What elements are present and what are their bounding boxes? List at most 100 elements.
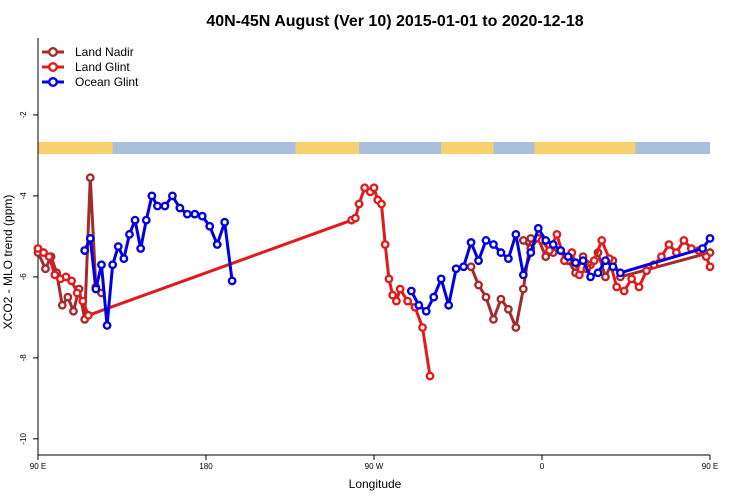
data-point (212, 240, 222, 249)
data-point (451, 264, 461, 274)
data-point (350, 213, 360, 223)
land-band-segment (441, 142, 494, 154)
data-point (57, 300, 67, 310)
data-point (63, 292, 73, 302)
data-point (69, 306, 78, 316)
data-point (503, 254, 513, 264)
data-point (197, 211, 207, 221)
x-tick-label: 180 (199, 462, 213, 471)
series-layer (33, 173, 715, 381)
data-point (679, 236, 689, 245)
data-point (705, 234, 715, 243)
data-point (391, 296, 401, 306)
data-point (511, 323, 521, 332)
data-point (612, 282, 622, 292)
data-point (481, 236, 491, 245)
data-point (489, 240, 498, 249)
data-point (489, 314, 498, 324)
data-point (526, 248, 536, 257)
data-point (227, 276, 237, 286)
data-point (380, 240, 390, 249)
data-point (369, 183, 379, 193)
data-point (601, 256, 610, 266)
data-point (503, 304, 513, 314)
legend-marker (48, 62, 59, 73)
x-tick-label: 90 W (365, 462, 384, 471)
data-point (552, 229, 562, 239)
land-sea-band (38, 142, 710, 154)
data-point (61, 272, 71, 282)
legend-label: Land Glint (75, 60, 130, 74)
data-point (496, 248, 506, 257)
data-point (642, 266, 651, 276)
data-point (91, 284, 101, 294)
data-point (705, 262, 715, 272)
x-tick-label: 90 E (30, 462, 46, 471)
data-point (108, 260, 118, 270)
data-point (354, 199, 364, 209)
data-point (474, 280, 483, 290)
series-ocean-glint (80, 191, 715, 330)
data-point (97, 260, 106, 270)
data-point (698, 244, 707, 253)
land-band-segment (295, 142, 360, 154)
data-point (466, 238, 476, 247)
data-point (160, 201, 170, 211)
data-point (518, 236, 528, 245)
data-point (125, 229, 134, 239)
data-point (541, 236, 551, 245)
data-point (205, 221, 215, 231)
data-point (634, 282, 644, 292)
data-point (474, 256, 483, 266)
y-tick-label: -4 (19, 192, 28, 200)
data-point (627, 274, 636, 284)
data-point (41, 264, 50, 274)
data-point (589, 256, 599, 266)
data-point (601, 272, 610, 282)
data-point (33, 244, 43, 253)
data-point (425, 371, 435, 381)
data-point (136, 244, 146, 253)
data-point (545, 246, 554, 255)
x-tick-label: 90 E (702, 462, 718, 471)
data-point (403, 296, 412, 306)
data-point (548, 240, 558, 249)
data-point (574, 270, 584, 280)
data-point (619, 286, 629, 296)
data-point (571, 258, 580, 268)
x-tick-label: 0 (540, 462, 545, 471)
data-point (466, 262, 476, 272)
data-point (608, 262, 618, 272)
data-point (85, 234, 95, 243)
data-point (414, 300, 424, 310)
data-point (664, 240, 674, 249)
data-point (147, 191, 157, 201)
data-point (72, 288, 82, 298)
data-point (597, 236, 607, 245)
data-point (459, 262, 468, 272)
data-point (384, 274, 394, 284)
data-point (130, 215, 140, 225)
land-band-segment (534, 142, 636, 154)
data-point (496, 294, 506, 304)
data-point (113, 242, 123, 251)
data-point (78, 296, 88, 306)
data-point (50, 270, 60, 280)
data-point (102, 321, 112, 330)
data-point (586, 272, 595, 282)
data-point (220, 217, 230, 227)
data-point (418, 323, 427, 332)
data-point (556, 246, 566, 255)
series-land-glint (33, 183, 715, 381)
data-point (85, 173, 95, 183)
data-point (511, 229, 521, 239)
data-point (395, 284, 405, 294)
data-point (141, 215, 151, 225)
data-point (44, 252, 54, 262)
data-point (563, 252, 573, 262)
data-point (80, 246, 90, 255)
data-point (388, 290, 398, 300)
land-band-segment (38, 142, 113, 154)
legend-label: Land Nadir (75, 45, 134, 59)
